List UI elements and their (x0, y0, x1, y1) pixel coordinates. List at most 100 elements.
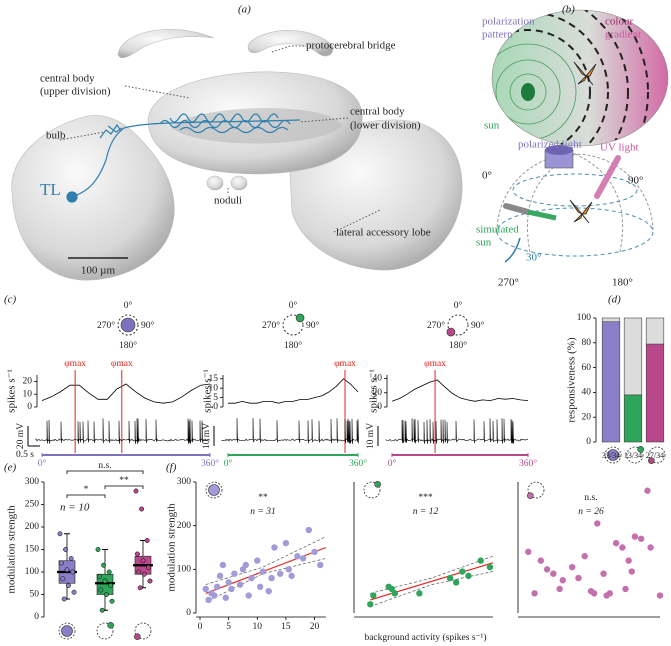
data-point (317, 561, 324, 569)
compass-label: 0° (289, 300, 298, 311)
annotation: *** (418, 493, 433, 503)
compass-label: 270° (427, 320, 445, 331)
rate-curve (391, 379, 529, 402)
data-point (70, 569, 76, 575)
butterfly (569, 199, 593, 224)
x-tick-label: 13/34 (624, 451, 642, 460)
data-point (288, 572, 295, 580)
annotation: ** (258, 493, 268, 503)
x-tick-label: 360° (201, 458, 219, 469)
compass-label: 270° (97, 320, 115, 331)
data-point (370, 592, 377, 599)
stimulus-icon (205, 481, 223, 499)
time-scale-label: 0.5 s (16, 450, 34, 460)
compass-ring (447, 314, 469, 336)
regression-line (370, 562, 494, 601)
y-tick-label: 0 (377, 402, 382, 412)
significance-bracket (66, 470, 144, 474)
region-label: protocerebral bridge (306, 40, 396, 52)
horizon (496, 207, 654, 257)
e-vector (492, 10, 629, 146)
compass-ring (117, 314, 139, 336)
data-point (61, 596, 67, 602)
x-tick-label: 5 (226, 622, 231, 632)
region-label: bulb (46, 130, 66, 142)
rate-curve (228, 378, 359, 404)
data-point (556, 585, 563, 593)
data-point (101, 562, 107, 568)
data-point (590, 590, 598, 597)
data-point (211, 592, 218, 599)
leader (333, 209, 381, 233)
angle-label: 180° (612, 277, 633, 289)
data-point (141, 571, 147, 577)
elevation-arc (504, 237, 521, 263)
legend-text: sun (476, 237, 492, 249)
data-point (236, 581, 244, 588)
data-point (103, 592, 109, 597)
y-tick-label: 80 (582, 338, 592, 348)
data-point (65, 583, 71, 588)
uv-light (594, 155, 621, 199)
data-point (637, 535, 645, 542)
leader (299, 117, 349, 123)
y-axis-label: spikes s⁻¹ (6, 369, 18, 413)
data-point (459, 568, 466, 575)
data-point (202, 585, 209, 593)
legend-text: simulated (476, 224, 519, 236)
stimulus-dot (607, 449, 619, 461)
data-point (245, 592, 252, 599)
arbor (99, 113, 291, 139)
data-point (68, 556, 74, 561)
angle-label: 0° (482, 170, 492, 182)
data-point (256, 583, 264, 590)
significance-bracket (66, 494, 106, 498)
orbit (512, 173, 638, 207)
pb-left (117, 29, 215, 59)
data-point (96, 574, 102, 579)
voltage-trace (35, 418, 211, 444)
y-axis-label: modulation strength (6, 505, 18, 594)
pb-right (247, 30, 334, 57)
data-point (71, 589, 77, 595)
compass-stimulus (120, 317, 136, 333)
y-tick-label: 100 (177, 565, 192, 575)
angle-label: 30° (526, 252, 541, 264)
stimulus-dot (107, 622, 114, 629)
contour (495, 59, 561, 125)
y-tick-label: 5 (213, 393, 218, 403)
region-label: lateral accessory lobe (336, 227, 431, 239)
data-point (225, 579, 232, 586)
region-label: central body (350, 106, 405, 118)
data-point (139, 506, 145, 512)
bar-segment (645, 343, 665, 443)
data-point (628, 568, 635, 575)
leader (59, 131, 105, 141)
phi-max-label: φmax (424, 359, 446, 369)
data-point (600, 570, 607, 577)
y-tick-label: 300 (25, 477, 40, 487)
data-point (134, 551, 140, 557)
y-axis-label: spikes s⁻¹ (202, 369, 214, 413)
significance-label: n.s. (98, 461, 111, 471)
voltage-trace (385, 418, 529, 444)
e-vector (492, 10, 649, 146)
data-point (254, 557, 261, 564)
bar-segment (623, 317, 643, 396)
data-point (98, 587, 104, 593)
data-point (108, 583, 114, 588)
bar-segment (601, 321, 621, 443)
panel-label: (a) (238, 4, 251, 16)
leader (271, 45, 304, 53)
data-point (631, 533, 639, 540)
stimulus-dot (527, 492, 534, 499)
confidence-band (205, 536, 327, 585)
y-tick-label: 10 (209, 383, 219, 393)
data-point (525, 548, 532, 556)
data-point (550, 570, 557, 577)
panel-label: (f) (166, 462, 177, 474)
wing (573, 61, 597, 86)
legend-text: sun (484, 120, 500, 132)
stimulus-icon (96, 622, 114, 640)
